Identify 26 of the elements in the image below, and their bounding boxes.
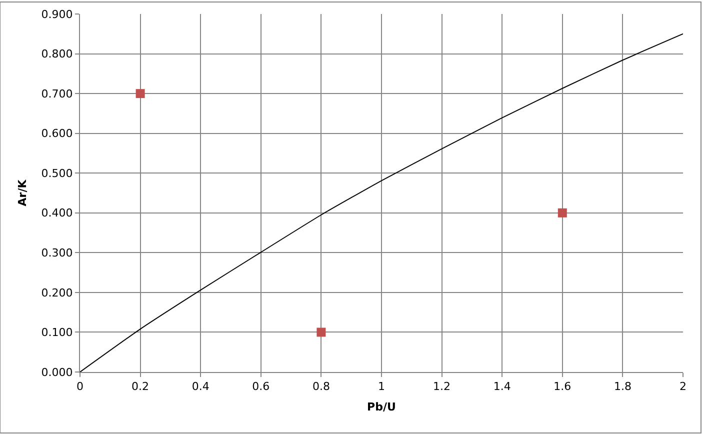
x-tick-label: 2 (680, 380, 686, 394)
point (316, 328, 326, 337)
x-tick-label: 1.4 (493, 380, 511, 394)
x-tick-label: 0.4 (192, 380, 210, 394)
x-tick-label: 1 (378, 380, 385, 394)
y-tick-label: 0.100 (41, 326, 73, 340)
point (558, 208, 567, 218)
y-tick-label: 0.900 (41, 8, 73, 21)
x-tick-label: 1.6 (554, 380, 572, 394)
x-tick-label: 1.8 (614, 380, 632, 394)
y-tick-label: 0.700 (41, 87, 73, 100)
y-tick-label: 0.200 (41, 286, 73, 300)
x-tick-label: 0.8 (312, 380, 330, 394)
y-axis-title: Ar/K (16, 179, 29, 206)
y-tick-label: 0.600 (41, 127, 73, 140)
y-tick-label: 0.000 (41, 366, 73, 379)
y-tick-label: 0.800 (41, 48, 73, 61)
point (136, 89, 145, 98)
x-tick-label: 1.2 (433, 380, 451, 394)
x-tick-label: 0 (76, 380, 84, 394)
x-axis-title: Pb/U (367, 400, 396, 414)
y-tick-label: 0.400 (41, 206, 73, 220)
y-tick-label: 0.300 (41, 246, 73, 260)
x-tick-label: 0.6 (252, 380, 270, 394)
x-tick-label: 0.2 (132, 380, 150, 394)
y-tick-label: 0.500 (41, 166, 73, 180)
